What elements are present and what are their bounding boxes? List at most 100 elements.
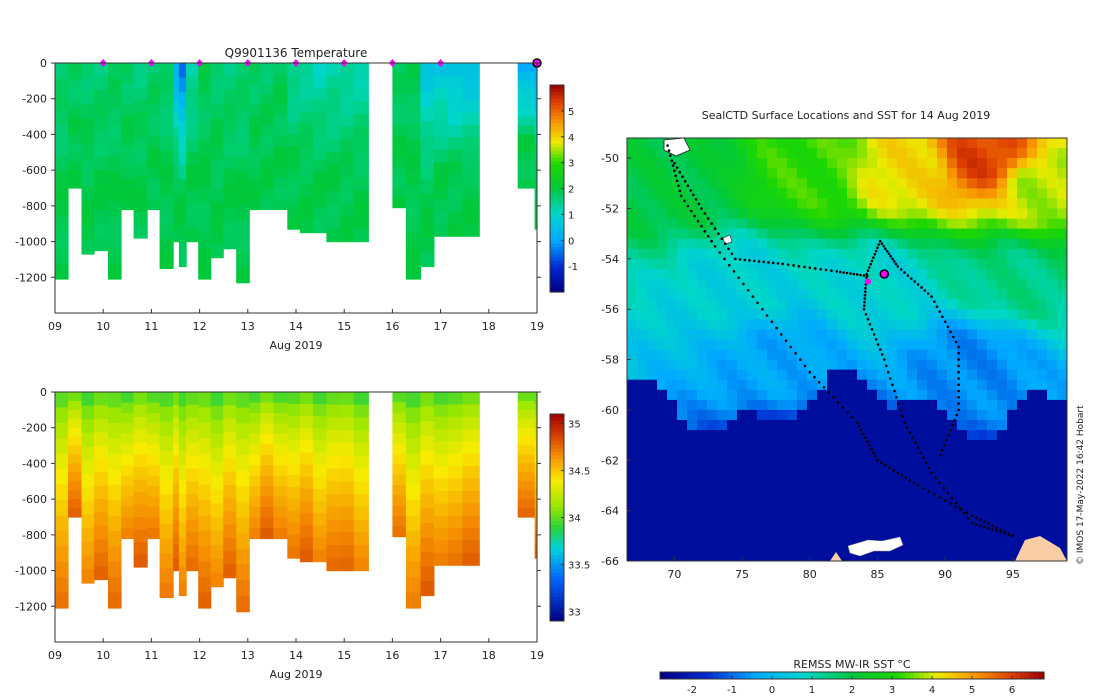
track-dot [938,481,941,485]
sst-cell [917,339,928,351]
sst-cell [837,550,848,561]
sst-cell [1007,550,1018,561]
sst-cell [727,450,738,461]
sst-cell [1037,158,1048,169]
profile-cell [210,489,224,504]
profile-cell [236,219,250,237]
sst-cell [807,339,818,351]
profile-cell [178,121,187,137]
sst-cell [927,369,938,381]
sst-cell [707,319,718,330]
profile-cell [81,432,95,448]
profile-cell [81,117,95,132]
sst-cell [757,389,768,401]
track-dot [943,443,946,447]
sst-cell [927,379,938,391]
sst-cell [897,279,908,290]
sst-cell [857,530,868,542]
profile-cell [273,199,288,211]
sst-cell [1007,329,1018,341]
sst-cell [857,329,868,341]
sst-cell [707,238,718,250]
salinity-profiles [55,392,537,613]
sst-cell [757,420,768,431]
profile-cell [299,549,314,563]
profile-cell [340,75,355,90]
sst-cell [1037,399,1048,411]
profile-cell [147,392,161,404]
sst-cell [1027,178,1038,189]
colorbar-swatch [550,281,564,286]
sst-cell [767,430,778,441]
sst-cell [687,208,698,220]
sst-cell [817,530,828,542]
track-dot [673,169,676,172]
profile-cell [312,75,327,88]
sst-cell [1007,379,1018,391]
sst-cell [897,138,908,149]
track-dot [727,247,730,251]
profile-cell [94,156,109,171]
profile-cell [186,557,199,572]
sst-cell [827,309,838,320]
profile-cell [326,88,341,102]
sst-cell [1007,138,1018,149]
sst-cell [847,379,858,391]
track-dot [892,469,895,472]
sst-cell [667,530,678,542]
sst-cell [1017,309,1028,320]
profile-cell [173,404,180,419]
sst-cell [877,450,888,461]
sst-cell [677,379,688,391]
sst-cell [717,148,728,159]
sst-cell [907,268,918,280]
profile-cell [108,500,122,516]
profile-cell [68,436,83,447]
sst-cell [677,238,688,250]
sst-cell [837,359,848,371]
sst-cell [837,258,848,270]
profile-cell [94,63,109,77]
sst-cell [717,329,728,341]
sst-cell [957,389,968,401]
track-dot [927,490,931,493]
sst-cell [1027,530,1038,542]
sst-cell [957,500,968,512]
profile-cell [173,430,180,444]
sst-cell [907,379,918,391]
sst-cell [867,329,878,341]
profile-cell [159,239,174,255]
sst-cell [727,329,738,341]
sst-cell [827,460,838,471]
sst-cell [927,399,938,411]
sst-cell [887,530,898,542]
sst-cell [817,279,828,290]
sst-cell [937,369,948,381]
profile-cell [147,188,161,200]
profile-cell [534,392,537,405]
profile-cell [133,442,148,456]
track-dot [723,257,726,261]
profile-cell [55,78,69,95]
sst-cell [857,389,868,401]
sst-cell [707,520,718,532]
sst-cell [907,198,918,210]
sst-cell [847,369,858,381]
sst-cell [917,218,928,230]
sst-cell [977,289,988,300]
sst-cell [957,480,968,492]
profile-cell [517,472,536,482]
sst-cell [1057,148,1067,159]
profile-cell [420,77,435,93]
sst-cell [857,198,868,210]
profile-cell [68,490,83,500]
profile-cell [405,530,421,547]
profile-cell [81,199,95,214]
profile-cell [249,444,261,456]
track-dot [933,493,936,496]
profile-cell [249,115,261,127]
sst-cell [667,490,678,502]
sst-cell [817,339,828,351]
sst-cell [707,359,718,371]
sst-cell [937,208,948,220]
